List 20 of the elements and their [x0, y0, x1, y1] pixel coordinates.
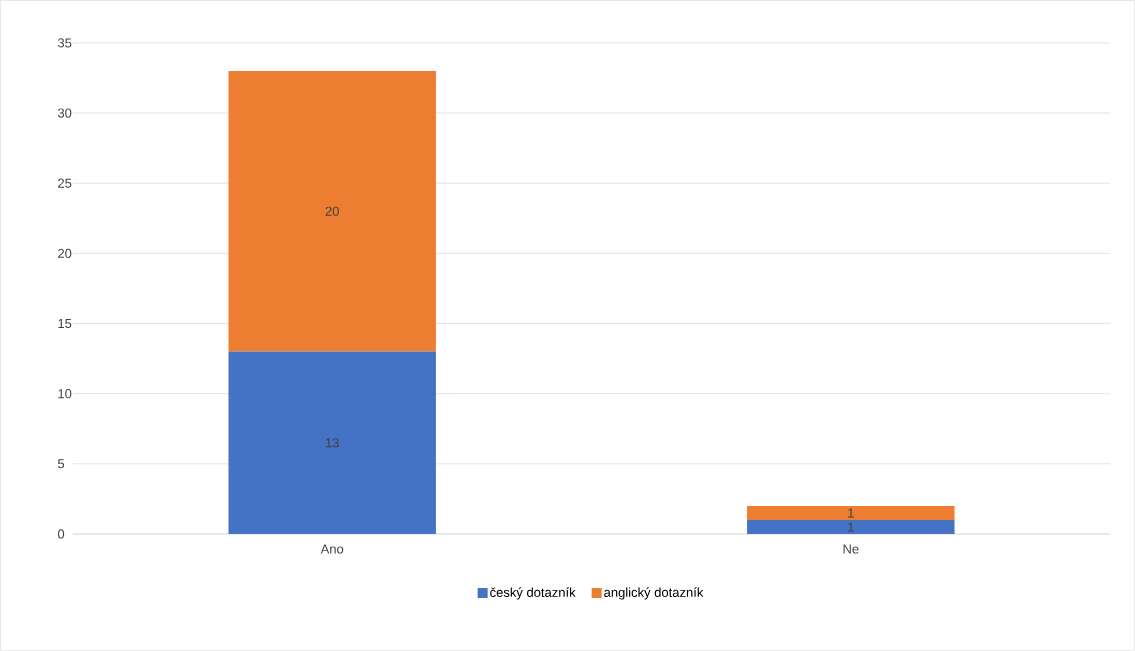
bar: [747, 505, 955, 521]
data-label: 13: [325, 438, 339, 448]
y-tick-label: 30: [57, 108, 72, 118]
bar: [228, 71, 436, 352]
y-tick-label: 20: [58, 248, 72, 259]
legend-label: český dotazník: [490, 587, 576, 600]
y-tick-label: 0: [57, 529, 65, 539]
data-label: 1: [848, 508, 854, 518]
x-tick-label: Ano: [320, 544, 344, 554]
y-tick-label: 5: [57, 459, 65, 469]
y-tick-label: 10: [58, 389, 72, 399]
data-label: 20: [325, 206, 339, 216]
bar: [228, 351, 436, 535]
data-label: 1: [848, 522, 854, 532]
bar: [747, 520, 955, 535]
x-tick-label: Ne: [843, 544, 859, 554]
y-tick-label: 35: [57, 38, 72, 48]
y-tick-label: 15: [58, 319, 72, 329]
legend-label: anglický dotazník: [604, 587, 704, 600]
y-tick-label: 25: [58, 178, 72, 188]
